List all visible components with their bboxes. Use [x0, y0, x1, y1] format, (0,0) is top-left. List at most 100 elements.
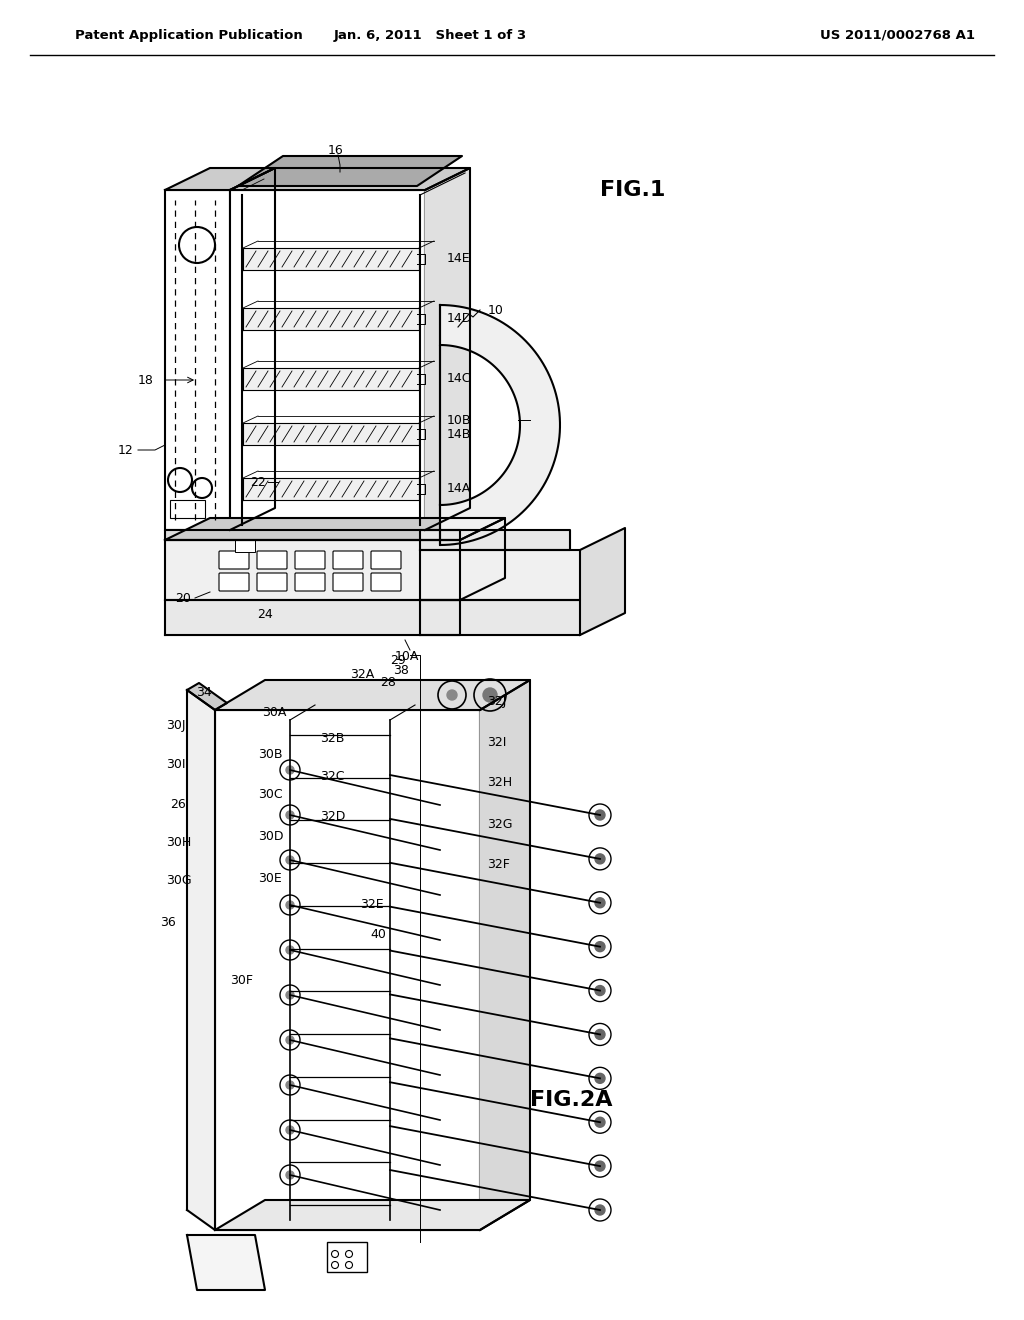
Text: 30C: 30C	[258, 788, 283, 801]
Text: 14E: 14E	[447, 252, 471, 265]
Circle shape	[595, 986, 605, 995]
Text: 32E: 32E	[360, 899, 384, 912]
Polygon shape	[440, 305, 560, 545]
Circle shape	[286, 810, 294, 818]
Text: 32G: 32G	[487, 817, 512, 830]
Text: 40: 40	[370, 928, 386, 941]
Polygon shape	[243, 248, 419, 271]
Bar	[327, 1242, 367, 1272]
Text: 24: 24	[257, 607, 272, 620]
Circle shape	[483, 688, 497, 702]
Text: 16: 16	[328, 144, 344, 157]
FancyBboxPatch shape	[371, 573, 401, 591]
Polygon shape	[165, 540, 460, 601]
Text: 18: 18	[138, 374, 154, 387]
Text: 30B: 30B	[258, 748, 283, 762]
Text: FIG.2A: FIG.2A	[530, 1090, 612, 1110]
Text: 30A: 30A	[262, 706, 287, 719]
Polygon shape	[425, 168, 470, 531]
Text: 30E: 30E	[258, 871, 282, 884]
Polygon shape	[215, 680, 530, 710]
Text: 10A: 10A	[395, 649, 420, 663]
Bar	[170, 500, 205, 517]
Polygon shape	[187, 1236, 265, 1290]
Polygon shape	[165, 531, 460, 540]
Text: 38: 38	[393, 664, 409, 676]
Polygon shape	[165, 168, 275, 190]
Text: US 2011/0002768 A1: US 2011/0002768 A1	[820, 29, 975, 41]
Bar	[165, 190, 230, 531]
Circle shape	[595, 941, 605, 952]
Text: 32J: 32J	[487, 694, 507, 708]
Text: 32I: 32I	[487, 735, 507, 748]
Circle shape	[595, 1205, 605, 1214]
Text: 30D: 30D	[258, 830, 284, 843]
Polygon shape	[238, 156, 462, 186]
Text: 12: 12	[118, 444, 134, 457]
Circle shape	[595, 1073, 605, 1084]
Circle shape	[286, 991, 294, 999]
Text: 30I: 30I	[166, 759, 185, 771]
Circle shape	[595, 1162, 605, 1171]
Text: 30G: 30G	[166, 874, 191, 887]
Polygon shape	[187, 690, 215, 1230]
Text: 32D: 32D	[319, 809, 345, 822]
Circle shape	[286, 1171, 294, 1179]
FancyBboxPatch shape	[333, 550, 362, 569]
FancyBboxPatch shape	[257, 550, 287, 569]
Polygon shape	[165, 517, 505, 540]
Circle shape	[595, 854, 605, 863]
Circle shape	[595, 1117, 605, 1127]
Text: 14D: 14D	[447, 313, 472, 326]
Text: 14B: 14B	[447, 428, 471, 441]
Bar	[215, 710, 480, 1230]
Text: Patent Application Publication: Patent Application Publication	[75, 29, 303, 41]
Circle shape	[286, 855, 294, 865]
FancyBboxPatch shape	[257, 573, 287, 591]
FancyBboxPatch shape	[295, 573, 325, 591]
Bar	[234, 540, 255, 552]
Text: 26: 26	[170, 799, 185, 812]
Text: Jan. 6, 2011   Sheet 1 of 3: Jan. 6, 2011 Sheet 1 of 3	[334, 29, 526, 41]
Polygon shape	[215, 1200, 530, 1230]
Text: 32A: 32A	[350, 668, 374, 681]
FancyBboxPatch shape	[333, 573, 362, 591]
Text: 10: 10	[488, 304, 504, 317]
Circle shape	[595, 1030, 605, 1039]
Text: 20: 20	[175, 591, 190, 605]
Polygon shape	[420, 550, 580, 601]
Polygon shape	[420, 601, 580, 635]
Circle shape	[595, 898, 605, 908]
Circle shape	[286, 766, 294, 774]
Polygon shape	[243, 422, 419, 445]
Text: 30H: 30H	[166, 836, 191, 849]
Text: 34: 34	[196, 685, 212, 698]
Text: 14A: 14A	[447, 483, 471, 495]
Text: 30J: 30J	[166, 718, 185, 731]
Polygon shape	[230, 168, 275, 531]
Text: FIG.1: FIG.1	[600, 180, 666, 201]
FancyBboxPatch shape	[295, 550, 325, 569]
Text: 10B: 10B	[447, 413, 471, 426]
Text: 22: 22	[250, 475, 266, 488]
Text: 29: 29	[390, 653, 406, 667]
Polygon shape	[580, 528, 625, 635]
Polygon shape	[187, 682, 227, 710]
Text: 32H: 32H	[487, 776, 512, 789]
Text: 28: 28	[380, 676, 396, 689]
Text: 30F: 30F	[230, 974, 253, 986]
Polygon shape	[243, 368, 419, 389]
Text: 32C: 32C	[319, 771, 344, 784]
Polygon shape	[420, 531, 570, 550]
Text: 14C: 14C	[447, 372, 471, 385]
Circle shape	[447, 690, 457, 700]
Circle shape	[286, 1126, 294, 1134]
Text: 32B: 32B	[319, 731, 344, 744]
Polygon shape	[460, 517, 505, 601]
Bar	[230, 190, 425, 531]
Polygon shape	[165, 601, 460, 635]
Circle shape	[286, 1081, 294, 1089]
FancyBboxPatch shape	[219, 550, 249, 569]
Text: 32F: 32F	[487, 858, 510, 871]
Polygon shape	[243, 308, 419, 330]
